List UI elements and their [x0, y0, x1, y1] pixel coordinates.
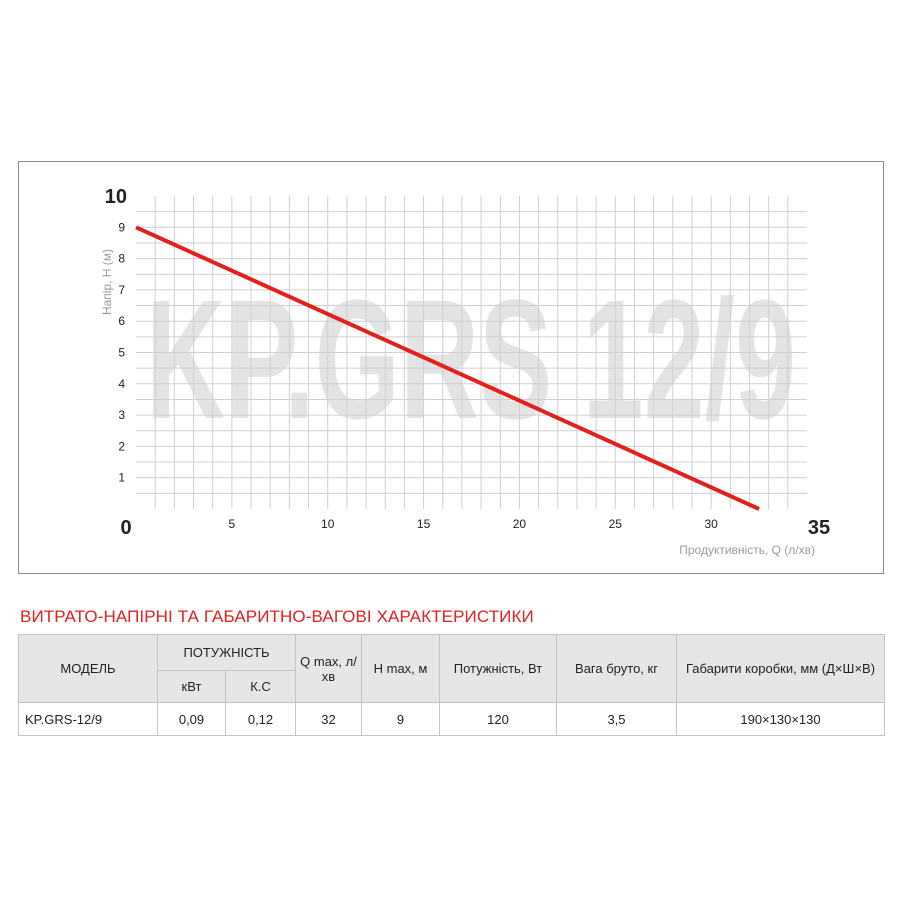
- cell-hmax: 9: [361, 702, 440, 736]
- x-tick-label: 0: [120, 517, 131, 539]
- y-tick-label: 5: [118, 346, 125, 360]
- y-tick-label: 3: [118, 408, 125, 422]
- cell-model: KP.GRS-12/9: [18, 702, 158, 736]
- spec-table: МОДЕЛЬ ПОТУЖНІСТЬ Q max, л/хв H max, м П…: [18, 634, 885, 736]
- y-tick-label: 7: [118, 283, 125, 297]
- x-tick-label: 10: [321, 517, 335, 531]
- header-qmax: Q max, л/хв: [295, 634, 362, 703]
- series-layer: [135, 225, 760, 511]
- header-model: МОДЕЛЬ: [18, 634, 158, 703]
- header-kw: кВт: [157, 670, 226, 703]
- pump-curve-line: [135, 225, 760, 511]
- x-tick-label: 30: [704, 517, 718, 531]
- y-tick-label: 2: [118, 439, 125, 453]
- cell-weight: 3,5: [556, 702, 677, 736]
- x-tick-label: 25: [609, 517, 623, 531]
- header-box: Габарити коробки, мм (Д×Ш×В): [676, 634, 885, 703]
- table-row: KP.GRS-12/9 0,09 0,12 32 9 120 3,5 190×1…: [18, 702, 885, 736]
- chart-frame: KP.GRS 12/9 0 5 10 15 20 25 30 35 1 2 3 4 5 6 7 8 9 10 На…: [18, 161, 884, 574]
- header-watts: Потужність, Вт: [439, 634, 557, 703]
- cell-watts: 120: [439, 702, 557, 736]
- y-tick-label: 9: [118, 220, 125, 234]
- model-watermark: KP.GRS 12/9: [146, 265, 796, 455]
- y-tick-label: 10: [105, 186, 127, 208]
- x-axis-label: Продуктивність, Q (л/хв): [679, 543, 815, 557]
- y-tick-label: 4: [118, 377, 125, 391]
- x-tick-label: 15: [417, 517, 431, 531]
- x-tick-label: 5: [229, 517, 236, 531]
- y-tick-label: 6: [118, 314, 125, 328]
- header-hp: К.С: [225, 670, 296, 703]
- cell-box: 190×130×130: [676, 702, 885, 736]
- axis-ticks: 0 5 10 15 20 25 30 35 1 2 3 4 5 6 7 8 9 10: [105, 186, 830, 539]
- pump-curve-chart: KP.GRS 12/9 0 5 10 15 20 25 30 35 1 2 3 4 5 6 7 8 9 10 На…: [100, 186, 830, 557]
- grid-lines: [136, 196, 807, 509]
- x-tick-label: 20: [513, 517, 527, 531]
- y-tick-label: 1: [118, 471, 125, 485]
- header-weight: Вага бруто, кг: [556, 634, 677, 703]
- cell-kw: 0,09: [157, 702, 226, 736]
- x-tick-label: 35: [808, 517, 830, 539]
- header-hmax: H max, м: [361, 634, 440, 703]
- y-axis-label: Напір, H (м): [100, 249, 114, 315]
- y-tick-label: 8: [118, 252, 125, 266]
- header-power-group: ПОТУЖНІСТЬ: [157, 634, 296, 671]
- cell-qmax: 32: [295, 702, 362, 736]
- cell-hp: 0,12: [225, 702, 296, 736]
- spec-title: ВИТРАТО-НАПІРНІ ТА ГАБАРИТНО-ВАГОВІ ХАРА…: [20, 607, 534, 626]
